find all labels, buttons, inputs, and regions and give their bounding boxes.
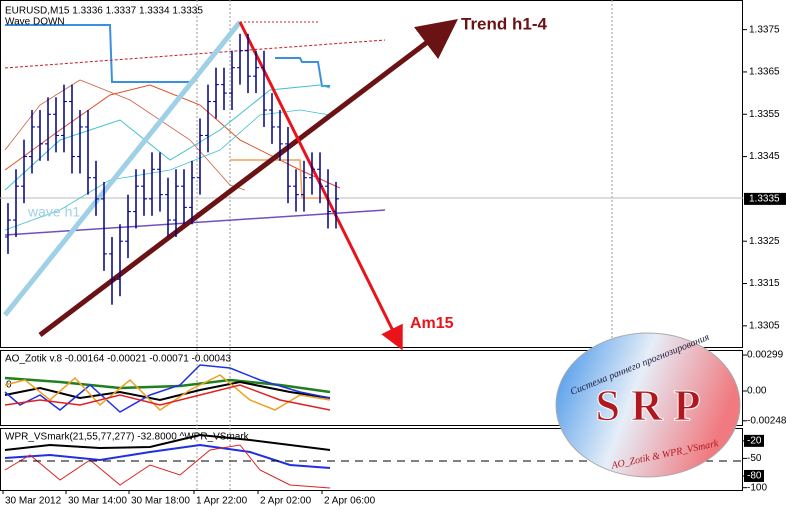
y-tick-label: -80: [747, 471, 762, 482]
y-tick-label: -100: [747, 482, 767, 493]
current-price-box: [744, 192, 786, 205]
y-tick-label: 1.3345: [749, 151, 780, 162]
indicator-name: Wave DOWN: [5, 17, 65, 28]
price-panel: [0, 0, 743, 348]
ao-zero: 0: [6, 380, 12, 391]
x-tick-label: 2 Apr 02:00: [260, 496, 312, 507]
trend-label: Trend h1-4: [461, 14, 548, 33]
ohlc-bars: [5, 33, 339, 305]
y-tick-label: -0.00248: [747, 415, 786, 426]
y-tick-label: 1.3315: [749, 278, 780, 289]
wpr-lines: [4, 433, 743, 489]
current-price: 1.3335: [749, 194, 780, 205]
y-tick-label: -50: [747, 453, 762, 464]
y-tick-label: 1.3325: [749, 236, 780, 247]
x-tick-label: 2 Apr 06:00: [324, 496, 376, 507]
y-tick-label: 1.3305: [749, 320, 780, 331]
y-tick-label: 1.3375: [749, 24, 780, 35]
y-tick-label: -20: [747, 436, 762, 447]
y-tick-label: 0.00299: [747, 350, 784, 361]
x-tick-label: 30 Mar 14:00: [68, 496, 127, 507]
y-tick-label: 1.3355: [749, 109, 780, 120]
wpr-label: WPR_VSmark(21,55,77,277) -32.8000 ^WPR_V…: [5, 432, 250, 443]
y-tick-label: 0.00: [747, 386, 767, 397]
target-label: Am15: [410, 315, 454, 332]
logo: S R P Система раннего прогнозирования AO…: [555, 332, 741, 478]
ao-panel: [0, 350, 743, 426]
x-tick-label: 1 Apr 22:00: [196, 496, 248, 507]
wave-label: wave h1: [27, 204, 80, 220]
level-box: [744, 434, 764, 447]
y-tick-label: 1.3365: [749, 67, 780, 78]
x-tick-label: 30 Mar 2012: [5, 496, 62, 507]
logo-letters: S R P: [595, 381, 700, 430]
ao-lines: [4, 364, 331, 413]
wpr-panel: [0, 428, 743, 491]
x-tick-label: 30 Mar 18:00: [131, 496, 190, 507]
symbol-header: EURUSD,M15 1.3336 1.3337 1.3334 1.3335: [5, 6, 203, 17]
level-box: [744, 469, 764, 482]
separators: [0, 0, 743, 490]
indicators: [3, 18, 458, 351]
ao-label: AO_Zotik v.8 -0.00164 -0.00021 -0.00071 …: [5, 354, 232, 365]
